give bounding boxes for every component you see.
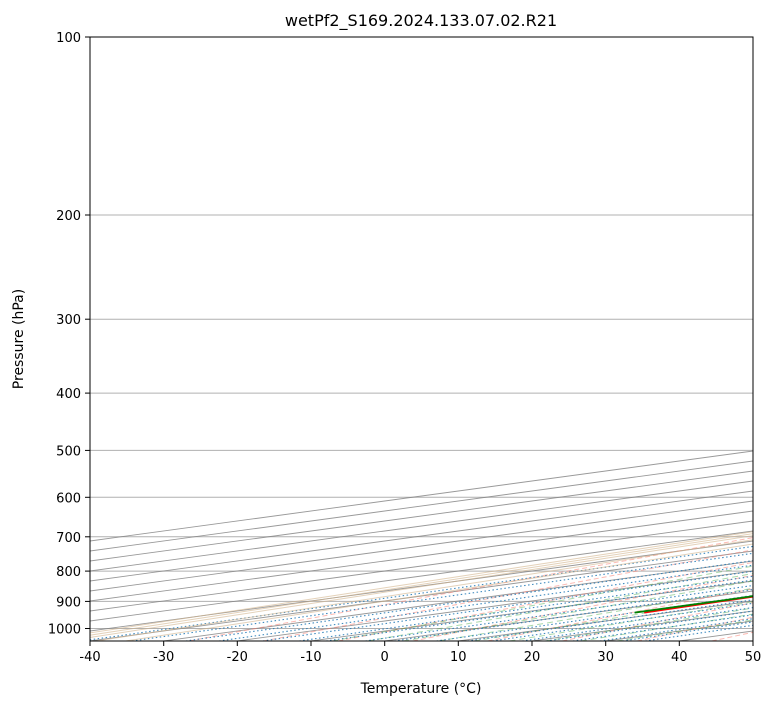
y-tick-label: 500 bbox=[56, 444, 81, 459]
isotherm-line bbox=[90, 450, 753, 542]
y-tick-label: 200 bbox=[56, 209, 81, 224]
ccl-guide-line bbox=[90, 535, 753, 638]
y-tick-label: 900 bbox=[56, 595, 81, 610]
x-tick-label: -20 bbox=[227, 650, 248, 665]
mixing-ratio-line bbox=[394, 588, 753, 641]
y-tick-label: 700 bbox=[56, 531, 81, 546]
mixing-ratio-line bbox=[492, 602, 753, 641]
x-tick-label: -10 bbox=[300, 650, 321, 665]
y-tick-label: 300 bbox=[56, 313, 81, 328]
isotherm-line bbox=[90, 530, 753, 622]
mixing-ratio-line bbox=[185, 560, 753, 641]
ccl-guide-line bbox=[96, 539, 753, 641]
x-axis-label: Temperature (°C) bbox=[360, 681, 482, 697]
moist-adiabat-line bbox=[509, 601, 753, 641]
x-tick-label: -30 bbox=[153, 650, 174, 665]
isotherm-line bbox=[90, 460, 753, 552]
isotherm-line bbox=[90, 510, 753, 602]
ccl-guide-line bbox=[90, 531, 753, 634]
x-tick-label: 20 bbox=[524, 650, 541, 665]
horizontal-gridlines bbox=[90, 36, 753, 629]
plot-frame bbox=[89, 36, 754, 642]
isotherm-line bbox=[90, 520, 753, 612]
mixing-ratio-line bbox=[436, 594, 753, 641]
ccl-curves bbox=[90, 531, 753, 641]
y-axis-label: Pressure (hPa) bbox=[11, 289, 27, 389]
x-tick-label: 30 bbox=[597, 650, 614, 665]
y-tick-label: 100 bbox=[56, 31, 81, 46]
x-axis: -40 -30 -20 -10 0 10 20 30 40 50 bbox=[79, 641, 761, 665]
isotherm-line bbox=[90, 470, 753, 562]
isotherm-line bbox=[90, 500, 753, 592]
moist-adiabat-line bbox=[332, 565, 753, 641]
skewed-isotherms bbox=[90, 450, 753, 641]
ccl-guide-line bbox=[90, 533, 753, 636]
mixing-ratio-line bbox=[467, 599, 753, 641]
y-tick-label: 1000 bbox=[48, 623, 81, 638]
y-tick-label: 800 bbox=[56, 565, 81, 580]
y-tick-label: 400 bbox=[56, 387, 81, 402]
x-tick-label: 10 bbox=[450, 650, 467, 665]
x-tick-label: 40 bbox=[671, 650, 688, 665]
x-tick-label: 0 bbox=[381, 650, 389, 665]
x-tick-label: -40 bbox=[79, 650, 100, 665]
isotherm-line bbox=[90, 490, 753, 582]
isotherm-line bbox=[90, 480, 753, 572]
moist-adiabat-line bbox=[438, 587, 753, 641]
y-axis: 100 200 300 400 500 600 700 800 900 1000 bbox=[48, 31, 90, 638]
x-tick-label: 50 bbox=[745, 650, 762, 665]
moist-adiabat-line bbox=[403, 580, 753, 641]
chart-title: wetPf2_S169.2024.133.07.02.R21 bbox=[285, 11, 557, 31]
y-tick-label: 600 bbox=[56, 491, 81, 506]
